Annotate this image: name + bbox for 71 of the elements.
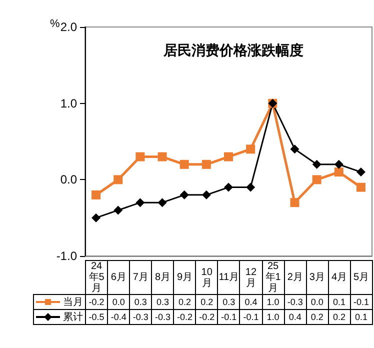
data-label: 0.1 <box>350 310 372 324</box>
point <box>356 182 366 192</box>
data-label: -0.2 <box>174 310 196 324</box>
point <box>114 206 123 215</box>
legend-label: 累计 <box>63 312 83 322</box>
point <box>202 190 211 200</box>
x-tick-label: 24年5月 <box>86 260 108 294</box>
data-label: 0.2 <box>174 294 196 310</box>
point <box>246 144 256 154</box>
point <box>312 175 322 184</box>
point <box>290 198 300 208</box>
data-label: 0.3 <box>218 294 240 310</box>
data-label: -0.2 <box>196 310 218 324</box>
data-label: 0.4 <box>284 310 306 324</box>
data-label: -0.1 <box>350 294 372 310</box>
point <box>180 160 189 169</box>
data-label: -0.1 <box>218 310 240 324</box>
x-tick-label: 12月 <box>240 260 262 294</box>
data-label: 0.3 <box>152 294 174 310</box>
data-label: -0.4 <box>108 310 130 324</box>
point <box>180 190 189 200</box>
legend-label: 当月 <box>63 296 83 308</box>
point <box>202 160 211 169</box>
y-tick-label: 2.0 <box>60 20 78 34</box>
point <box>334 160 344 169</box>
point <box>92 213 101 222</box>
y-tick-label: -1.0 <box>56 249 78 263</box>
point <box>92 190 101 200</box>
data-label: 1.0 <box>262 294 284 310</box>
x-tick-label: 3月 <box>306 260 328 294</box>
point <box>136 198 145 208</box>
x-tick-label: 2月 <box>284 260 306 294</box>
data-label: -0.5 <box>86 310 108 324</box>
point <box>224 152 233 162</box>
data-label: 0.2 <box>306 310 328 324</box>
data-label: -0.2 <box>86 294 108 310</box>
data-label: 0.0 <box>306 294 328 310</box>
x-tick-label: 8月 <box>152 260 174 294</box>
data-label: -0.3 <box>152 310 174 324</box>
data-label: -0.3 <box>284 294 306 310</box>
x-tick-label: 5月 <box>350 260 372 294</box>
data-label: 0.4 <box>240 294 262 310</box>
point <box>356 168 366 177</box>
x-tick-label: 9月 <box>174 260 196 294</box>
point <box>334 168 344 177</box>
data-label: 0.2 <box>328 310 350 324</box>
y-tick-label: 0.0 <box>60 172 78 187</box>
x-tick-label: 11月 <box>218 260 240 294</box>
text: 居民消费价格涨跌幅度 <box>162 42 304 58</box>
data-label: 0.2 <box>196 294 218 310</box>
point <box>158 198 167 208</box>
data-label: 1.0 <box>262 310 284 324</box>
x-tick-label: 4月 <box>328 260 350 294</box>
y-axis-title: % <box>50 18 60 30</box>
data-label: -0.1 <box>240 310 262 324</box>
x-tick-label: 7月 <box>130 260 152 294</box>
point <box>312 160 322 169</box>
x-tick-label: 25年1月 <box>262 260 284 294</box>
data-label: 0.3 <box>130 294 152 310</box>
point <box>114 175 123 184</box>
data-label: 0.0 <box>108 294 130 310</box>
y-tick-label: 1.0 <box>60 96 78 110</box>
x-tick-label: 6月 <box>108 260 130 294</box>
point <box>246 182 256 192</box>
point <box>224 182 233 192</box>
data-label: -0.3 <box>130 310 152 324</box>
data-label: 0.1 <box>328 294 350 310</box>
point <box>158 152 167 162</box>
point <box>290 144 300 154</box>
x-tick-label: 10月 <box>196 260 218 294</box>
point <box>136 152 145 162</box>
